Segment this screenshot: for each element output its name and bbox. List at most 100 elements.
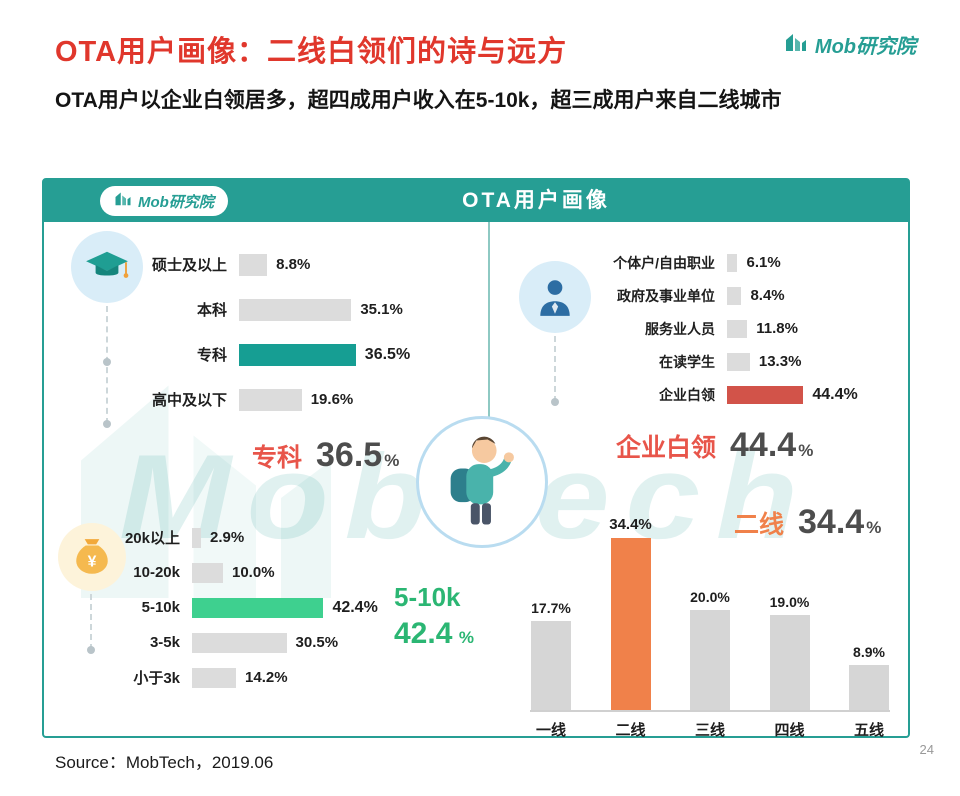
bar-value-label: 19.0%: [769, 594, 810, 610]
bar: [610, 538, 651, 710]
connector-line: [103, 306, 111, 428]
bar-value-label: 34.4%: [609, 516, 652, 533]
bar: [239, 253, 268, 276]
occupation-callout-unit: %: [798, 441, 814, 460]
bar-category-label: 政府及事业单位: [617, 287, 715, 304]
bar-column: 19.0% 四线: [769, 594, 811, 739]
bar-value-label: 6.1%: [746, 254, 781, 271]
connector-line: [551, 336, 559, 406]
bar-category-label: 一线: [535, 722, 566, 739]
bar-value-label: 11.8%: [756, 320, 798, 337]
bar-value-label: 44.4%: [812, 385, 858, 403]
brand-logo: Mob研究院: [784, 30, 916, 59]
bar: [727, 352, 750, 371]
bar-category-label: 硕士及以上: [151, 257, 227, 274]
bar-value-label: 8.4%: [750, 287, 785, 304]
source-note: Source：MobTech，2019.06: [55, 753, 274, 772]
bar-row: 企业白领 44.4%: [597, 378, 858, 411]
bar-category-label: 本科: [196, 302, 227, 319]
bar-value-label: 42.4%: [332, 598, 378, 616]
bar-category-label: 在读学生: [659, 353, 715, 370]
bar-category-label: 服务业人员: [645, 320, 715, 337]
education-chart: 硕士及以上 8.8% 本科 35.1% 专科 36.5% 高中及以下 19.6%: [104, 242, 410, 422]
income-callout-value: 42.4: [394, 617, 453, 650]
education-callout-unit: %: [384, 451, 400, 470]
bar-category-label: 5-10k: [141, 599, 180, 616]
bar: [192, 562, 223, 583]
bar-category-label: 企业白领: [659, 386, 715, 403]
bar-column: 34.4% 二线: [609, 516, 652, 739]
income-callout-label: 5-10k: [394, 582, 461, 612]
bar: [531, 621, 571, 710]
mob-logo-icon: [114, 190, 132, 212]
bar-column: 8.9% 五线: [848, 644, 890, 739]
bar-value-label: 14.2%: [245, 669, 288, 686]
bar-row: 本科 35.1%: [104, 287, 410, 332]
bar-value-label: 8.9%: [853, 644, 885, 660]
bar-category-label: 五线: [853, 722, 884, 739]
occupation-callout-label: 企业白领: [616, 434, 717, 462]
bar-row: 个体户/自由职业 6.1%: [597, 246, 858, 279]
infographic-panel: MobTech Mob研究院 OTA用户画像: [42, 178, 910, 739]
panel-logo-text: Mob研究院: [138, 193, 214, 211]
bar: [727, 319, 748, 338]
bar-value-label: 10.0%: [232, 564, 275, 581]
divider: [488, 222, 490, 418]
bar: [192, 527, 201, 548]
city-tier-callout-label: 二线: [734, 511, 785, 539]
bar-value-label: 19.6%: [310, 391, 354, 408]
bar-row: 在读学生 13.3%: [597, 345, 858, 378]
bar-column: 20.0% 三线: [689, 589, 731, 739]
connector-dot: [103, 358, 111, 366]
mob-logo-icon: [784, 31, 808, 58]
bar-category-label: 个体户/自由职业: [613, 254, 715, 271]
bar-row: 高中及以下 19.6%: [104, 377, 410, 422]
bar-category-label: 10-20k: [133, 564, 180, 581]
page-title: OTA用户画像：二线白领们的诗与远方: [55, 36, 568, 68]
bar: [239, 388, 302, 411]
money-bag-icon: ¥: [58, 523, 126, 591]
bar: [192, 667, 237, 688]
city-tier-callout-unit: %: [866, 518, 882, 537]
panel-logo-badge: Mob研究院: [100, 186, 228, 216]
page-number: 24: [919, 742, 934, 757]
bar: [727, 286, 742, 305]
panel-header: Mob研究院 OTA用户画像: [44, 180, 908, 222]
education-callout: 专科 36.5 %: [252, 436, 399, 475]
bar-value-label: 17.7%: [531, 600, 571, 616]
page-subtitle: OTA用户以企业白领居多，超四成用户收入在5-10k，超三成用户来自二线城市: [55, 89, 782, 112]
svg-text:¥: ¥: [88, 553, 97, 570]
bar-row: 10-20k 10.0%: [82, 555, 378, 590]
bar: [849, 665, 889, 710]
bar-value-label: 20.0%: [690, 589, 730, 605]
bar-category-label: 小于3k: [133, 670, 180, 687]
bar-row: 5-10k 42.4%: [82, 590, 378, 625]
bar-value-label: 36.5%: [364, 345, 411, 363]
bar: [239, 343, 356, 366]
bar-value-label: 30.5%: [295, 634, 339, 651]
bar-category-label: 高中及以下: [151, 392, 227, 409]
bar: [769, 615, 810, 710]
education-callout-value: 36.5: [316, 436, 383, 474]
bar: [192, 632, 287, 653]
bar-row: 3-5k 30.5%: [82, 625, 378, 660]
bar-category-label: 二线: [615, 722, 646, 739]
bar-row: 小于3k 14.2%: [82, 660, 378, 695]
occupation-callout: 企业白领 44.4 %: [616, 426, 813, 465]
bar-value-label: 13.3%: [758, 353, 802, 370]
bar-row: 专科 36.5%: [104, 332, 410, 377]
bar: [690, 610, 730, 710]
income-chart: 20k以上 2.9% 10-20k 10.0% 5-10k 42.4% 3-5k 30.5% 小…: [82, 520, 378, 695]
city-tier-callout-value: 34.4: [798, 503, 865, 541]
bar: [727, 253, 738, 272]
bar-value-label: 8.8%: [276, 256, 311, 273]
income-callout-unit: %: [458, 628, 474, 647]
bar-row: 20k以上 2.9%: [82, 520, 378, 555]
panel-title: OTA用户画像: [462, 189, 610, 212]
bar-category-label: 三线: [694, 722, 725, 739]
education-callout-label: 专科: [252, 444, 303, 472]
bar-value-label: 2.9%: [209, 529, 245, 546]
city-tier-chart: 17.7% 一线 34.4% 二线 20.0% 三线 19.0% 四线 8.9% 五线: [530, 510, 890, 739]
city-tier-callout: 二线 34.4 %: [734, 503, 881, 542]
connector-dot: [87, 646, 95, 654]
